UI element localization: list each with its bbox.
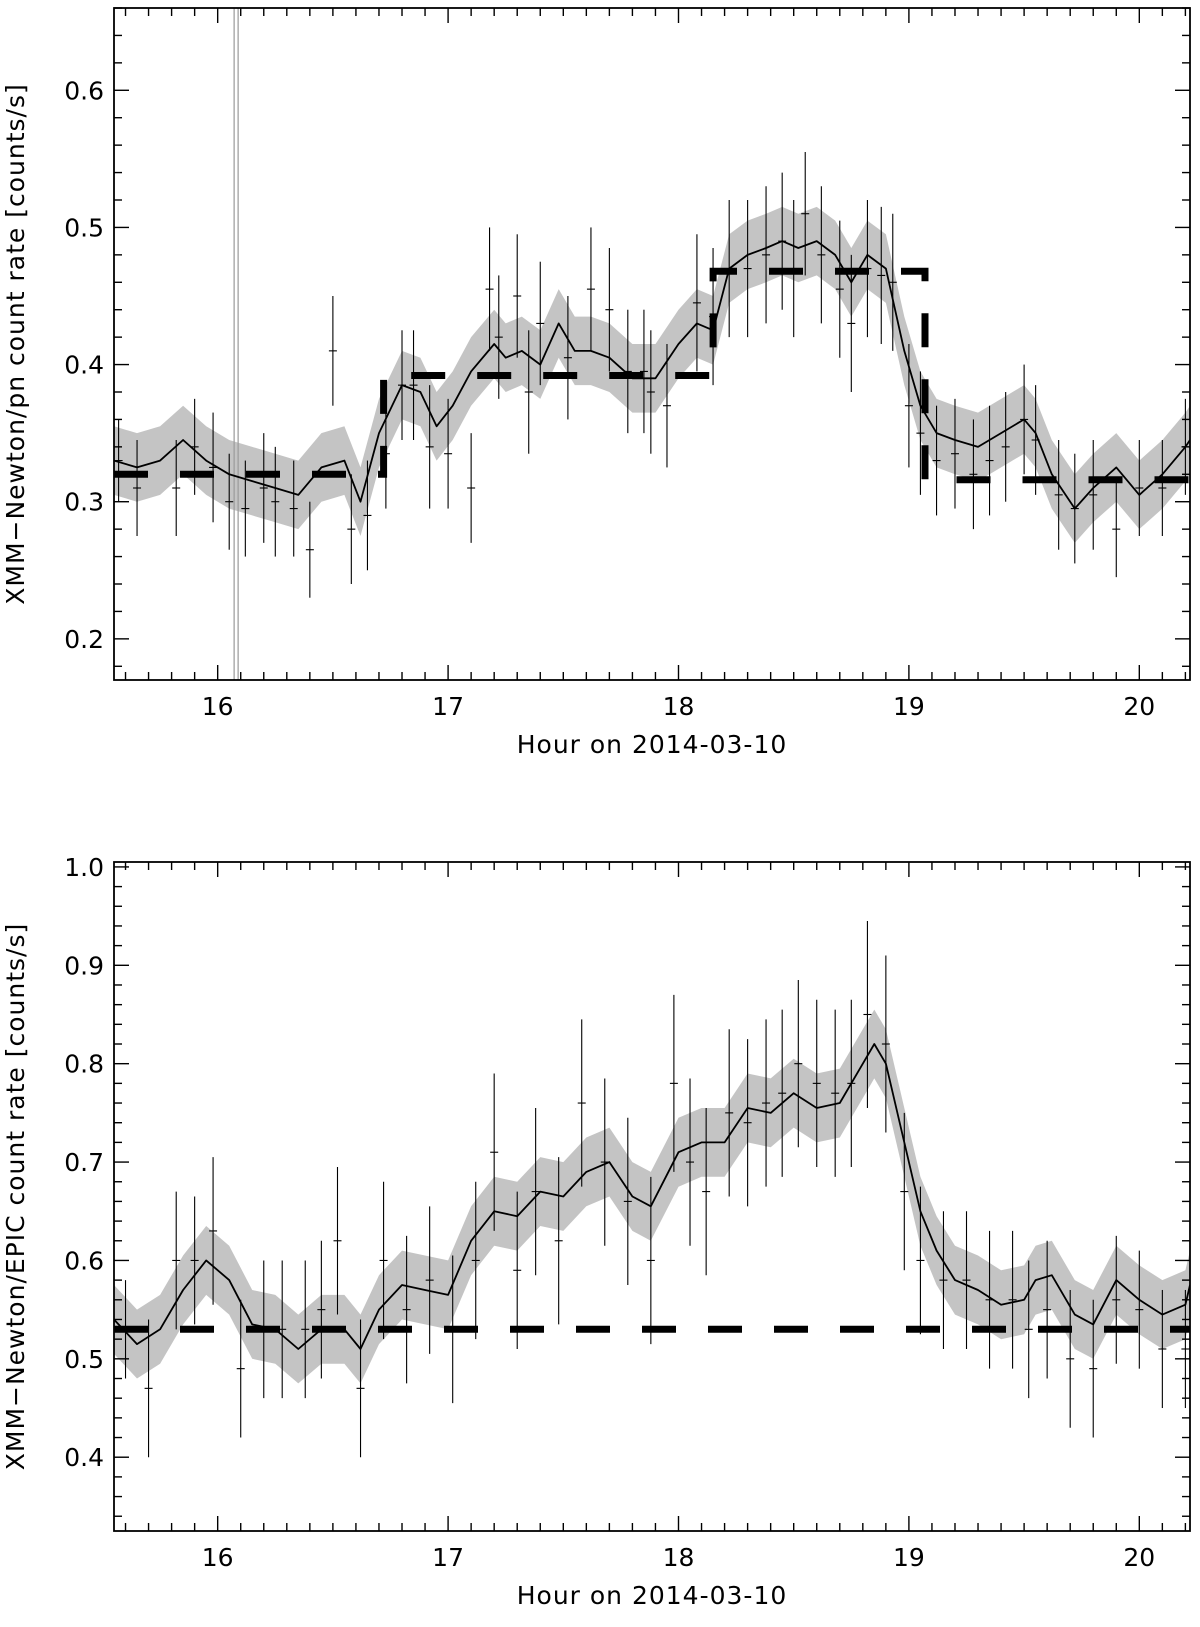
axis-ticks <box>114 7 1190 680</box>
band-area <box>114 1009 1190 1384</box>
tick-labels: 16 17 18 19 20 0.2 0.3 0.4 0.5 0.6 <box>64 76 1155 721</box>
x-tick-label: 19 <box>893 692 925 721</box>
y-tick-label: 0.7 <box>64 1148 104 1177</box>
y-tick-label: 0.8 <box>64 1050 104 1079</box>
frame-rect <box>113 7 1191 681</box>
x-tick-label: 18 <box>663 692 695 721</box>
y-axis-label: XMM−Newton/EPIC count rate [counts/s] <box>1 923 30 1470</box>
smoothed-curve <box>114 240 1190 510</box>
y-tick-label: 0.5 <box>64 1345 104 1374</box>
y-tick-label: 0.3 <box>64 488 104 517</box>
x-tick-label: 17 <box>432 692 464 721</box>
y-tick-label: 1.0 <box>64 853 104 882</box>
axis-ticks <box>114 862 1190 1531</box>
x-axis-label: Hour on 2014-03-10 <box>517 730 788 759</box>
plot-frame <box>113 861 1191 1532</box>
x-tick-label: 18 <box>663 1543 695 1572</box>
smoothed-line <box>114 1043 1190 1350</box>
frame-rect <box>113 861 1191 1532</box>
x-tick-label: 17 <box>432 1543 464 1572</box>
y-axis-label: XMM−Newton/pn count rate [counts/s] <box>1 83 30 605</box>
smoothed-curve <box>114 1043 1190 1350</box>
y-tick-label: 0.6 <box>64 1246 104 1275</box>
blocks-line <box>114 267 1190 484</box>
y-tick-label: 0.5 <box>64 213 104 242</box>
x-axis-label: Hour on 2014-03-10 <box>517 1581 788 1610</box>
vertical-marker <box>233 8 239 680</box>
y-tick-label: 0.9 <box>64 951 104 980</box>
confidence-band <box>114 1009 1190 1384</box>
y-tick-label: 0.4 <box>64 351 104 380</box>
bottom-panel: 16 17 18 19 20 0.4 0.5 0.6 0.7 0.8 0.9 1.0 Hour on … <box>1 853 1191 1610</box>
x-tick-label: 20 <box>1123 1543 1155 1572</box>
y-tick-label: 0.4 <box>64 1443 104 1472</box>
y-tick-label: 0.6 <box>64 76 104 105</box>
y-tick-label: 0.2 <box>64 625 104 654</box>
smoothed-line <box>114 240 1190 510</box>
x-tick-label: 20 <box>1123 692 1155 721</box>
x-tick-label: 16 <box>202 1543 234 1572</box>
x-tick-label: 16 <box>202 692 234 721</box>
x-tick-label: 19 <box>893 1543 925 1572</box>
tick-labels: 16 17 18 19 20 0.4 0.5 0.6 0.7 0.8 0.9 1.0 <box>64 853 1155 1572</box>
plot-frame <box>113 7 1191 681</box>
bayesian-blocks <box>114 267 1190 484</box>
top-panel: 16 17 18 19 20 0.2 0.3 0.4 0.5 0.6 Hour on 2014-0… <box>1 7 1191 759</box>
